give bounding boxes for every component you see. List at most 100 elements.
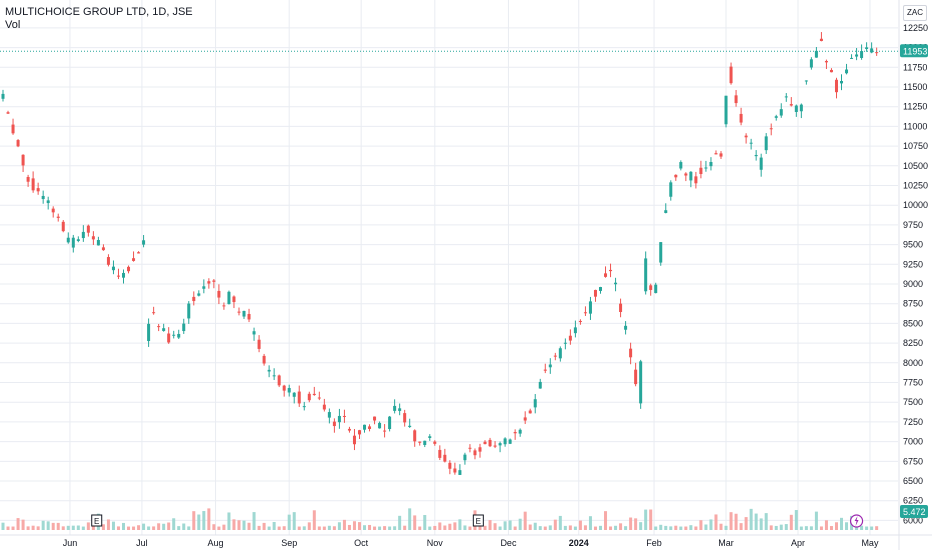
volume-bar [393, 526, 397, 530]
volume-bar [624, 526, 628, 530]
volume-bar [739, 523, 743, 530]
volume-bar [91, 526, 95, 530]
candle-body [769, 128, 773, 130]
candle-body [222, 305, 226, 307]
candle-body [36, 188, 40, 192]
candle-body [619, 303, 623, 312]
candle-body [729, 66, 733, 84]
volume-bar [518, 518, 522, 530]
candle-body [227, 291, 231, 305]
candle-body [347, 428, 351, 431]
candle-body [528, 410, 532, 414]
candle-body [373, 416, 377, 421]
volume-bar [604, 511, 608, 530]
candle-body [468, 447, 472, 449]
volume-bar [378, 526, 382, 530]
volume-bar [508, 520, 512, 530]
volume-bar [463, 525, 467, 530]
volume-bar [307, 522, 311, 530]
candle-body [453, 468, 457, 473]
volume-bar [357, 522, 361, 530]
earnings-marker[interactable]: E [472, 514, 484, 527]
candle-body [754, 155, 758, 157]
candle-body [86, 225, 90, 233]
candle-body [865, 47, 869, 50]
candle-body [483, 441, 487, 445]
x-tick-label: Feb [646, 538, 662, 548]
volume-bar [583, 525, 587, 530]
currency-selector[interactable]: ZAC [903, 5, 927, 21]
y-tick-label: 6000 [903, 515, 923, 525]
candle-body [629, 348, 633, 358]
candle-body [709, 161, 713, 167]
candle-body [388, 416, 392, 430]
candle-body [408, 425, 412, 427]
candle-body [699, 167, 703, 175]
volume-bar [428, 526, 432, 530]
x-tick-label: Nov [427, 538, 444, 548]
volume-bar [438, 522, 442, 530]
volume-bar [704, 524, 708, 530]
candle-body [739, 113, 743, 123]
candle-body [413, 430, 417, 442]
volume-bar [242, 520, 246, 530]
volume-bar [51, 522, 55, 530]
candle-body [357, 430, 361, 435]
volume-bar [106, 519, 110, 530]
volume-bar [553, 519, 557, 530]
candle-body [664, 210, 668, 213]
candle-body [850, 57, 854, 59]
volume-bar [337, 522, 341, 530]
x-tick-label: Apr [791, 538, 805, 548]
candle-body [31, 178, 35, 191]
earnings-marker[interactable]: E [91, 514, 103, 527]
candle-body [272, 375, 276, 377]
volume-bar [172, 518, 176, 530]
volume-bar [483, 525, 487, 530]
candle-body [533, 399, 537, 408]
candle-body [598, 287, 603, 291]
volume-bar [654, 526, 658, 530]
volume-bar [373, 526, 377, 530]
candle-body [142, 240, 146, 245]
candle-body [307, 393, 311, 401]
candle-body [513, 432, 517, 434]
candle-body [1, 93, 5, 99]
candle-body [794, 105, 798, 112]
candle-body [393, 405, 397, 411]
candle-body [694, 176, 698, 184]
candle-body [478, 447, 482, 452]
volume-bar [127, 526, 131, 530]
volume-bar [76, 525, 80, 530]
y-tick-label: 10750 [903, 141, 928, 151]
candle-body [157, 326, 161, 328]
y-tick-label: 7500 [903, 397, 923, 407]
lightning-icon[interactable] [849, 514, 864, 528]
volume-bar [142, 523, 146, 530]
volume-bar [513, 526, 517, 530]
candle-body [759, 157, 763, 170]
volume-bar [403, 525, 407, 530]
candle-body [443, 454, 447, 462]
x-tick-label: May [861, 538, 879, 548]
volume-bar [709, 519, 713, 530]
volume-bar [634, 518, 638, 530]
volume-bar [759, 518, 763, 530]
volume-bar [192, 511, 196, 530]
candle-body [814, 50, 818, 58]
y-tick-label: 7750 [903, 378, 923, 388]
volume-bar [152, 526, 156, 530]
volume-bar [26, 526, 30, 530]
volume-bar [824, 520, 828, 530]
candle-body [689, 171, 693, 181]
y-tick-label: 9250 [903, 259, 923, 269]
candle-body [71, 237, 75, 248]
candle-body [774, 116, 778, 118]
volume-bar [543, 526, 547, 530]
x-tick-label: 2024 [569, 538, 589, 548]
volume-bar [398, 515, 402, 530]
volume-bar [629, 517, 633, 530]
candle-body [177, 333, 181, 338]
candle-body [418, 441, 422, 443]
